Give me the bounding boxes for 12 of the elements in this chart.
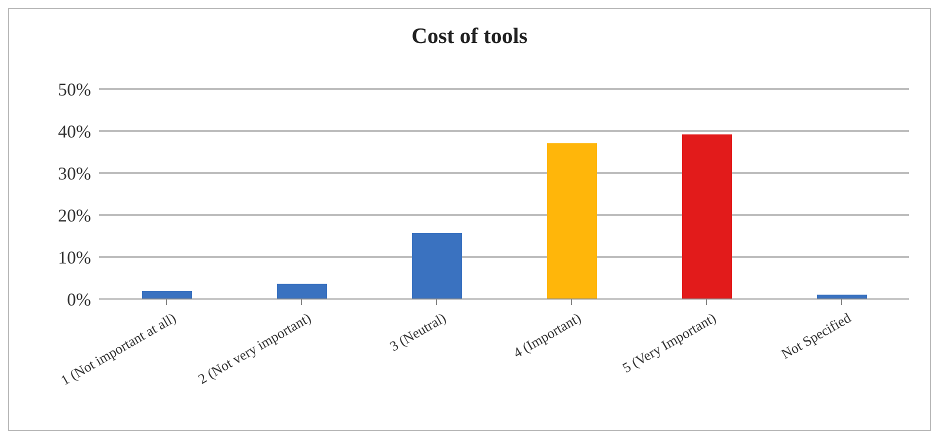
y-tick-label: 30% — [58, 163, 91, 184]
y-tick-label: 0% — [67, 289, 91, 310]
bar — [412, 233, 462, 299]
y-tick-label: 50% — [58, 79, 91, 100]
bar — [682, 134, 732, 299]
bar — [277, 284, 327, 299]
bar — [547, 143, 597, 299]
y-tick-label: 20% — [58, 205, 91, 226]
y-tick-label: 10% — [58, 247, 91, 268]
chart-title: Cost of tools — [410, 23, 529, 49]
y-tick-label: 40% — [58, 121, 91, 142]
bar — [142, 291, 192, 299]
